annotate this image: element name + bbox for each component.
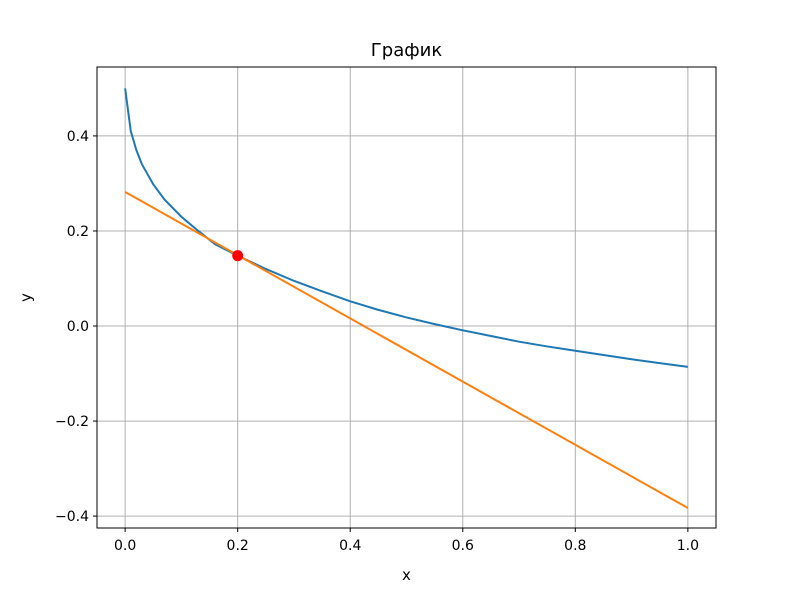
grid <box>97 67 716 528</box>
x-tick-label: 0.4 <box>339 538 361 554</box>
x-tick-label: 1.0 <box>677 538 699 554</box>
x-axis: 0.0 0.2 0.4 0.6 0.8 1.0 <box>114 528 699 554</box>
y-tick-label: −0.2 <box>55 414 89 430</box>
x-axis-label: x <box>402 566 411 584</box>
y-axis-label: y <box>17 293 35 302</box>
y-tick-label: −0.4 <box>55 509 89 525</box>
points-layer <box>232 250 244 262</box>
series-layer <box>124 88 689 509</box>
y-tick-label: 0.2 <box>67 224 89 240</box>
series-line-2 <box>124 191 689 509</box>
tangent-point-marker <box>232 250 244 262</box>
y-tick-label: 0.4 <box>67 129 89 145</box>
y-tick-label: 0.0 <box>67 319 89 335</box>
x-tick-label: 0.0 <box>114 538 136 554</box>
plot-frame <box>96 66 717 529</box>
chart-title: График <box>371 40 443 61</box>
y-axis: −0.4 −0.2 0.0 0.2 0.4 <box>55 129 97 525</box>
series-line-1 <box>124 88 688 368</box>
x-tick-label: 0.6 <box>452 538 474 554</box>
x-tick-label: 0.8 <box>564 538 586 554</box>
x-tick-label: 0.2 <box>227 538 249 554</box>
